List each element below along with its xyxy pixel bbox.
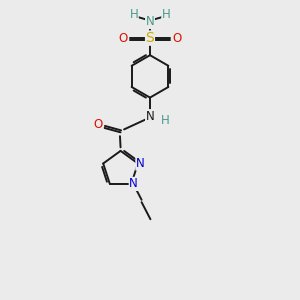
Text: H: H — [161, 114, 170, 127]
Text: N: N — [136, 157, 145, 170]
Text: S: S — [146, 31, 154, 45]
Text: N: N — [146, 110, 154, 123]
Text: N: N — [146, 15, 154, 28]
Text: H: H — [162, 8, 171, 21]
Text: N: N — [129, 177, 138, 190]
Text: H: H — [129, 8, 138, 21]
Text: O: O — [94, 118, 103, 131]
Text: O: O — [172, 32, 181, 45]
Text: O: O — [119, 32, 128, 45]
